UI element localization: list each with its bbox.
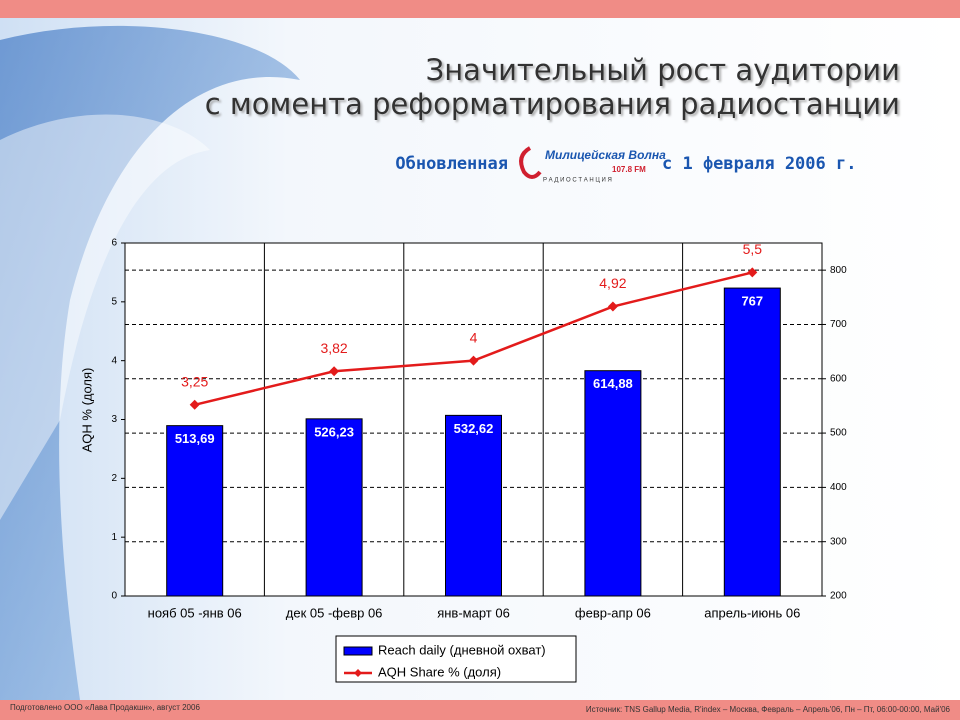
title: с момента реформатирования радиостанции <box>205 87 900 121</box>
line-marker <box>468 355 479 366</box>
y-tick-label: 1 <box>111 532 117 543</box>
logo-frequency: 107.8 FM <box>612 165 646 174</box>
bar <box>166 425 224 597</box>
bar-value-label: 767 <box>741 294 763 309</box>
y-tick-label: 5 <box>111 296 117 307</box>
y-tick-label: 2 <box>111 473 117 484</box>
footer-source: Источник: TNS Gallup Media, R'index – Мо… <box>586 705 951 714</box>
y2-tick-label: 400 <box>830 482 847 493</box>
bottom-bar <box>0 700 960 720</box>
line-value-label: 4 <box>470 329 478 345</box>
line-value-label: 3,82 <box>320 340 347 356</box>
y-tick-label: 0 <box>111 591 117 602</box>
y2-tick-label: 800 <box>830 265 847 276</box>
bar-value-label: 513,69 <box>175 431 215 446</box>
y2-tick-label: 200 <box>830 591 847 602</box>
decor-highlight <box>0 114 210 521</box>
line-marker <box>607 301 618 312</box>
top-bar <box>0 0 960 18</box>
bar <box>584 370 642 597</box>
decor-swoosh <box>0 25 300 700</box>
line-value-label: 3,25 <box>181 373 208 389</box>
bar-value-label: 526,23 <box>314 424 354 439</box>
logo-mark <box>519 146 542 179</box>
line-value-label: 4,92 <box>599 275 626 291</box>
bar <box>445 414 502 597</box>
line-marker <box>189 399 200 410</box>
bar <box>305 418 363 597</box>
y2-tick-label: 500 <box>830 428 847 439</box>
logo: Милицейская Волна 107.8 FM Р А Д И О С Т… <box>519 146 666 184</box>
line-marker <box>747 267 758 278</box>
x-tick-label: янв-март 06 <box>437 605 510 620</box>
y-tick-label: 3 <box>111 414 117 425</box>
subtitle: с 1 февраля 2006 г. <box>662 154 856 174</box>
x-tick-label: дек 05 -февр 06 <box>286 605 383 620</box>
x-tick-label: апрель-июнь 06 <box>704 605 800 620</box>
x-tick-label: нояб 05 -янв 06 <box>148 605 242 620</box>
title: Значительный рост аудитории <box>426 53 900 87</box>
bar-value-label: 614,88 <box>593 376 633 391</box>
legend-swatch <box>354 669 362 677</box>
legend-swatch <box>343 646 373 656</box>
bar <box>723 287 781 597</box>
logo-caption: Р А Д И О С Т А Н Ц И Я <box>543 178 612 184</box>
y-tick-label: 4 <box>111 355 117 366</box>
legend <box>335 635 577 683</box>
footer-note: Подготовлено ООО «Лава Продакшн», август… <box>10 703 200 712</box>
logo-name: Милицейская Волна <box>545 148 666 162</box>
subtitle: Обновленная <box>395 154 508 174</box>
y2-tick-label: 300 <box>830 536 847 547</box>
bar-value-label: 532,62 <box>454 421 494 436</box>
legend-label: Reach daily (дневной охват) <box>378 642 546 657</box>
line-value-label: 5,5 <box>743 241 763 257</box>
y2-tick-label: 600 <box>830 373 847 384</box>
y-axis-label: AQH % (доля) <box>79 368 94 453</box>
y-tick-label: 6 <box>111 238 117 249</box>
chart: 0 1 2 3 4 5 6 200 300 400 500 600 700 800 нояб 05 -янв… <box>111 238 847 621</box>
line-marker <box>329 366 340 377</box>
x-tick-label: февр-апр 06 <box>575 605 651 620</box>
y2-tick-label: 700 <box>830 319 847 330</box>
legend-label: AQH Share % (доля) <box>378 664 501 679</box>
